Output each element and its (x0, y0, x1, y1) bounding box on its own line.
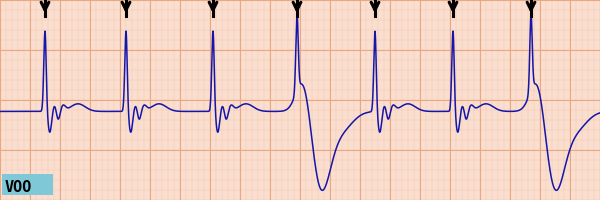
Bar (2, 174, 53, 195)
Text: VOO: VOO (4, 180, 32, 195)
